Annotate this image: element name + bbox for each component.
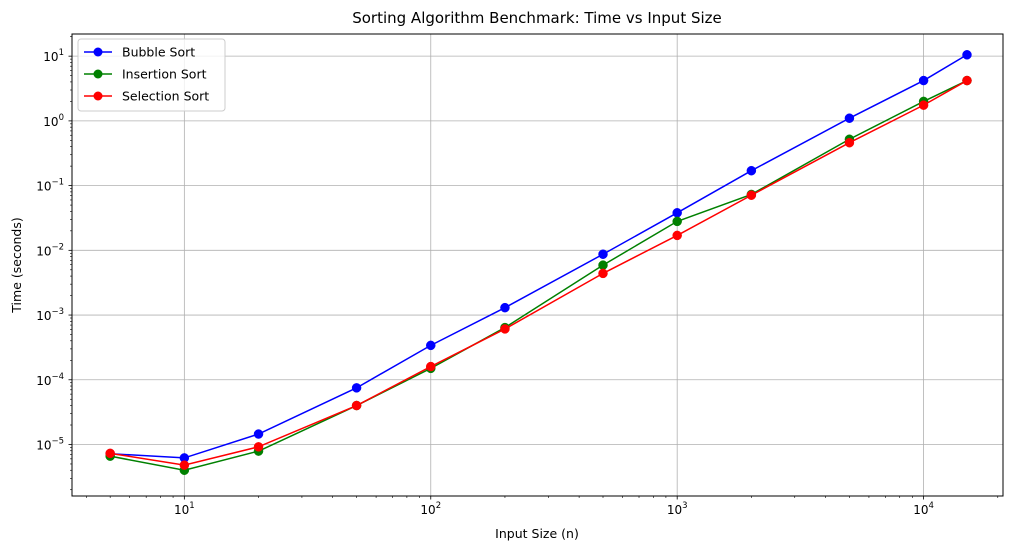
legend-label-selection-sort: Selection Sort xyxy=(122,89,209,104)
chart-title: Sorting Algorithm Benchmark: Time vs Inp… xyxy=(352,9,722,27)
selection-sort-point xyxy=(746,190,757,200)
legend-box xyxy=(77,38,226,112)
insertion-sort-line xyxy=(110,79,968,472)
legend-marker-bubble-sort xyxy=(93,47,103,57)
x-tick-label: 101 xyxy=(174,501,195,517)
bubble-sort-point xyxy=(351,383,362,393)
bubble-sort-point xyxy=(918,75,929,86)
insertion-sort-point xyxy=(672,216,682,227)
y-tick-label: 100 xyxy=(43,113,64,129)
bubble-sort-point xyxy=(598,249,608,259)
x-tick-label: 103 xyxy=(667,501,688,517)
bubble-sort-point xyxy=(500,302,510,313)
bubble-sort-point xyxy=(844,113,855,123)
tick-layer: 101 102 103 104 10−5 10−4 10−3 10−2 10−1 100 101 xyxy=(36,48,934,517)
selection-sort-point xyxy=(351,400,362,411)
selection-sort-point xyxy=(918,100,929,110)
selection-sort-point xyxy=(179,460,190,470)
x-tick-label: 102 xyxy=(420,501,441,517)
legend-marker-selection-sort xyxy=(93,91,103,101)
y-tick-label: 101 xyxy=(43,48,64,64)
x-axis-label: Input Size (n) xyxy=(495,526,579,541)
legend: Bubble Sort Insertion Sort Selection Sort xyxy=(77,38,226,112)
selection-sort-point xyxy=(500,324,510,334)
selection-sort-point xyxy=(105,448,115,459)
selection-sort-point xyxy=(253,442,264,452)
insertion-sort-point xyxy=(598,260,608,270)
x-tick-label: 104 xyxy=(913,501,934,517)
legend-marker-insertion-sort xyxy=(93,69,103,79)
bubble-sort-point xyxy=(672,208,682,218)
y-tick-label: 10−1 xyxy=(36,178,64,194)
bubble-sort-line xyxy=(110,54,968,459)
y-tick-label: 10−2 xyxy=(36,242,64,258)
selection-sort-point xyxy=(426,361,436,372)
y-axis-label: Time (seconds) xyxy=(9,217,24,313)
selection-sort-point xyxy=(962,75,972,86)
bubble-sort-point xyxy=(253,429,264,439)
bubble-sort-point xyxy=(746,165,757,176)
y-tick-label: 10−3 xyxy=(36,307,64,323)
plot-area-frame xyxy=(71,33,1004,497)
legend-label-insertion-sort: Insertion Sort xyxy=(122,67,207,82)
selection-sort-line xyxy=(110,79,968,466)
bubble-sort-point xyxy=(426,340,436,351)
y-tick-label: 10−5 xyxy=(36,436,64,452)
selection-sort-point xyxy=(844,137,855,148)
selection-sort-point xyxy=(672,230,682,241)
selection-sort-point xyxy=(598,268,608,279)
legend-label-bubble-sort: Bubble Sort xyxy=(122,45,195,60)
bubble-sort-point xyxy=(962,50,972,60)
series-layer xyxy=(105,50,972,475)
y-tick-label: 10−4 xyxy=(36,372,64,388)
